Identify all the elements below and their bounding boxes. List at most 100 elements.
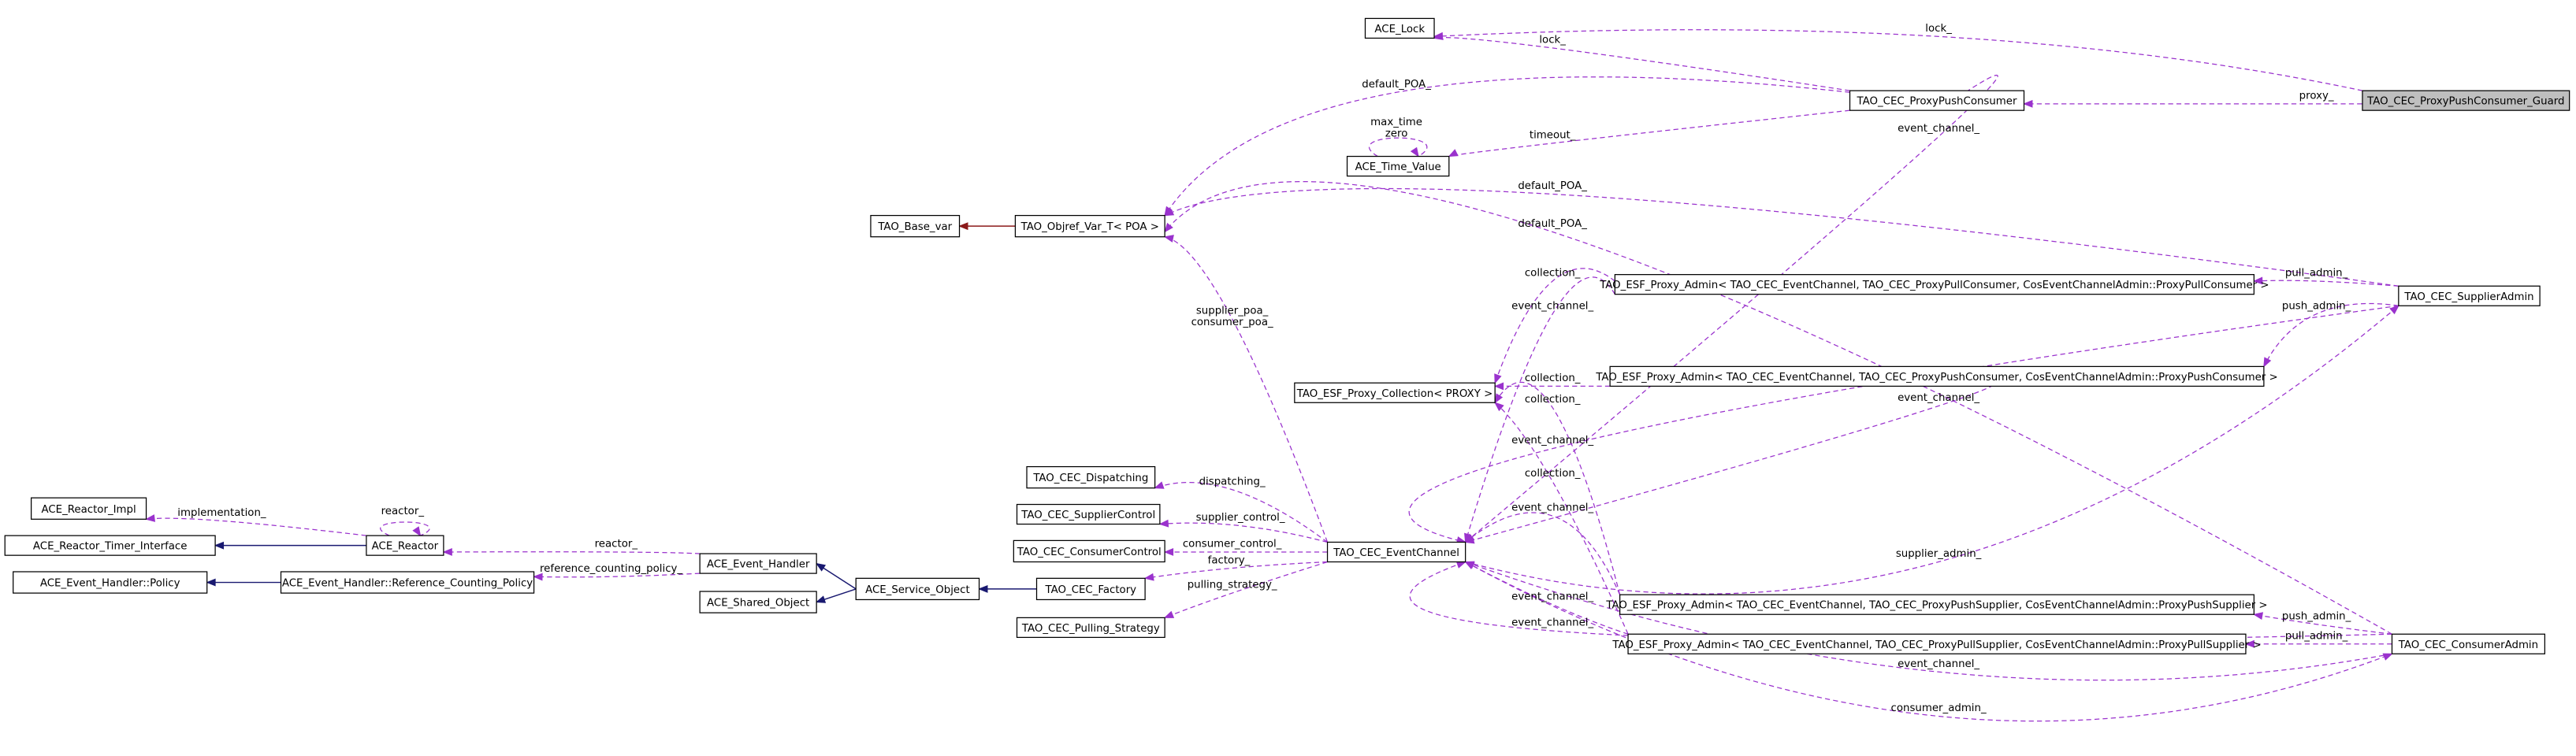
edge-label: reference_counting_policy_ — [540, 563, 682, 575]
edge-label: consumer_control_ — [1183, 539, 1282, 550]
edge — [1433, 37, 1850, 91]
node-label: TAO_ESF_Proxy_Admin< TAO_CEC_EventChanne… — [1599, 280, 2269, 291]
node-box — [1013, 539, 1165, 563]
edge-label: collection_ — [1525, 372, 1581, 384]
node-label: ACE_Reactor — [372, 541, 439, 553]
node-label: TAO_CEC_Factory — [1045, 584, 1137, 596]
node-label: TAO_CEC_ProxyPushConsumer — [1857, 96, 2017, 108]
edge-label: pulling_strategy_ — [1188, 580, 1277, 591]
node-label: TAO_CEC_Pulling_Strategy — [1021, 623, 1160, 635]
arrowhead — [533, 573, 543, 581]
node-box — [1619, 594, 2255, 615]
arrowhead — [1433, 32, 1444, 40]
arrowhead — [1455, 561, 1466, 569]
node-label: ACE_Lock — [1374, 24, 1425, 35]
node-box — [1849, 90, 2025, 111]
arrowhead — [1494, 393, 1504, 404]
arrowhead — [958, 222, 968, 231]
node-box — [1026, 465, 1156, 489]
node-box — [1326, 541, 1466, 563]
node-label: TAO_ESF_Proxy_Collection< PROXY > — [1296, 388, 1492, 400]
edge — [1434, 29, 2363, 91]
node-box — [699, 553, 817, 574]
node-label: TAO_ESF_Proxy_Admin< TAO_CEC_EventChanne… — [1595, 372, 2277, 384]
edge — [1165, 236, 1329, 543]
edge-label: collection_ — [1525, 468, 1581, 480]
node-label: TAO_CEC_ConsumerControl — [1017, 547, 1162, 558]
edge — [2254, 280, 2399, 287]
edge-label: supplier_admin_ — [1896, 548, 1982, 560]
edge-label: collection_ — [1525, 268, 1581, 280]
edge — [1145, 561, 1328, 579]
edge-label: push_admin_ — [2282, 610, 2351, 622]
node-box — [30, 497, 147, 520]
edge-label: consumer_admin_ — [1891, 702, 1987, 714]
edge-label: factory_ — [1208, 554, 1251, 566]
arrowhead — [214, 541, 225, 550]
arrowhead — [2252, 612, 2264, 620]
node-label: ACE_Service_Object — [865, 584, 970, 596]
node-box — [1346, 155, 1450, 177]
edge — [1494, 402, 1629, 635]
arrowhead — [206, 578, 216, 587]
edge-label: event_channel_ — [1898, 392, 1979, 404]
edge-label: lock_ — [1539, 35, 1566, 46]
arrowhead — [1163, 548, 1174, 556]
edge-label: max_time — [1370, 117, 1422, 128]
node-label: ACE_Event_Handler — [707, 559, 810, 571]
edge — [1465, 379, 1998, 543]
edge-label: consumer_poa_ — [1191, 317, 1273, 328]
node-box — [1016, 617, 1165, 639]
node-label: TAO_CEC_ConsumerAdmin — [2398, 639, 2538, 651]
node-label: TAO_CEC_Dispatching — [1032, 472, 1148, 484]
edge-label: event_channel_ — [1511, 435, 1593, 447]
edge — [1408, 305, 2399, 543]
edge-label: supplier_poa_ — [1196, 306, 1269, 317]
node-box — [2398, 285, 2541, 306]
edge — [1465, 305, 2399, 595]
arrowhead — [2023, 99, 2033, 108]
edge — [1465, 561, 2392, 722]
edge — [1164, 181, 2392, 635]
edges — [146, 29, 2399, 722]
edge-label: default_POA_ — [1362, 79, 1431, 91]
edge-label: implementation_ — [177, 507, 266, 519]
arrowhead — [1163, 610, 1175, 618]
edge — [1465, 561, 2392, 681]
node-box — [366, 535, 444, 556]
arrowhead — [1163, 208, 1175, 217]
edge — [1494, 381, 1621, 595]
edge-label: event_channel_ — [1898, 123, 1979, 135]
edge — [1164, 187, 2399, 287]
arrowhead — [2244, 639, 2254, 648]
edge-label: reactor_ — [595, 539, 638, 550]
node-box — [2362, 90, 2570, 111]
node-label: ACE_Event_Handler::Policy — [40, 578, 180, 590]
edge-label: timeout_ — [1530, 129, 1576, 141]
edge — [1465, 276, 1615, 543]
arrowhead — [978, 584, 988, 593]
edge-label: pull_admin_ — [2285, 630, 2348, 642]
node-label: ACE_Time_Value — [1355, 161, 1441, 173]
edge — [1494, 268, 1615, 384]
arrowhead — [442, 548, 452, 556]
edge — [1164, 76, 1850, 216]
node-label: TAO_Base_var — [877, 221, 952, 233]
arrowhead — [1158, 519, 1169, 528]
arrowhead — [1448, 149, 1459, 158]
arrowhead — [1410, 146, 1419, 158]
node-label: TAO_Objref_Var_T< POA > — [1020, 221, 1159, 233]
arrowhead — [1143, 573, 1154, 581]
edge-label: push_admin_ — [2282, 300, 2351, 312]
node-label: TAO_CEC_SupplierControl — [1020, 510, 1155, 521]
edge-label: event_channel_ — [1511, 591, 1593, 602]
node-box — [1609, 365, 2265, 387]
edge — [1369, 137, 1428, 158]
node-label: TAO_CEC_ProxyPushConsumer_Guard — [2366, 96, 2564, 108]
node-label: TAO_CEC_SupplierAdmin — [2403, 291, 2533, 303]
arrowhead — [815, 595, 827, 603]
arrowhead — [412, 526, 422, 537]
arrowhead — [2263, 357, 2272, 368]
edge-label: default_POA_ — [1518, 180, 1587, 192]
